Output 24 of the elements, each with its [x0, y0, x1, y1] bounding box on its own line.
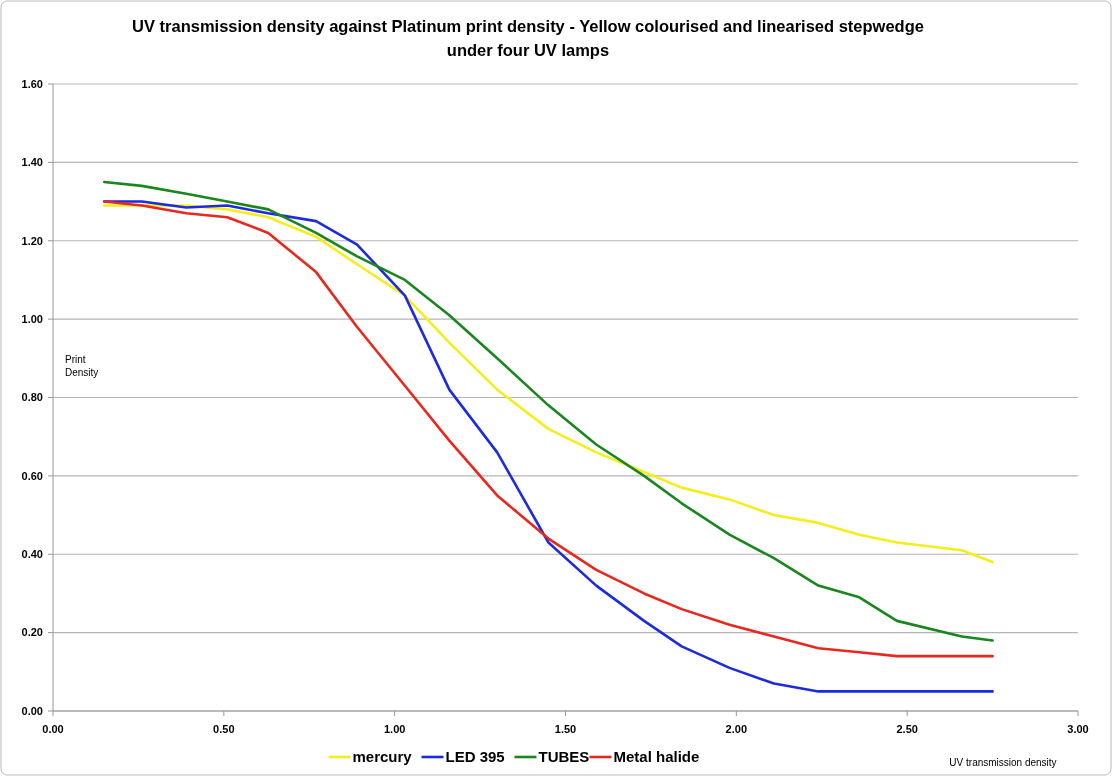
y-tick-label: 1.40: [21, 156, 43, 169]
x-tick-label: 0.50: [213, 723, 235, 735]
y-tick-label: 1.00: [21, 312, 43, 325]
x-tick-label: 2.00: [725, 723, 748, 735]
y-tick-label: 1.20: [21, 234, 43, 247]
chart-title: UV transmission density against Platinum print density - Yellow colourised and linearised stepwedge under four UV lamps: [132, 17, 924, 59]
y-tick-label: 0.20: [21, 626, 43, 639]
legend-label: LED 395: [445, 748, 505, 766]
y-tick-label: 0.00: [21, 704, 43, 717]
y-tick-label: 0.40: [21, 548, 43, 561]
legend-label: Metal halide: [613, 748, 700, 766]
x-tick-label: 2.50: [896, 723, 918, 735]
y-axis-title: Print Density: [65, 354, 99, 378]
y-tick-label: 1.60: [21, 77, 43, 90]
y-tick-label: 0.60: [21, 469, 43, 482]
line-series: [102, 204, 994, 564]
x-tick-label: 3.00: [1067, 723, 1089, 735]
x-tick-label: 1.00: [383, 723, 406, 735]
x-axis-title: UV transmission density: [949, 757, 1057, 768]
x-tick-label: 1.50: [554, 723, 577, 735]
legend-label: TUBES: [538, 748, 590, 766]
x-tick-label: 0.00: [42, 723, 64, 735]
legend-label: mercury: [352, 748, 413, 766]
y-tick-label: 0.80: [21, 391, 43, 404]
